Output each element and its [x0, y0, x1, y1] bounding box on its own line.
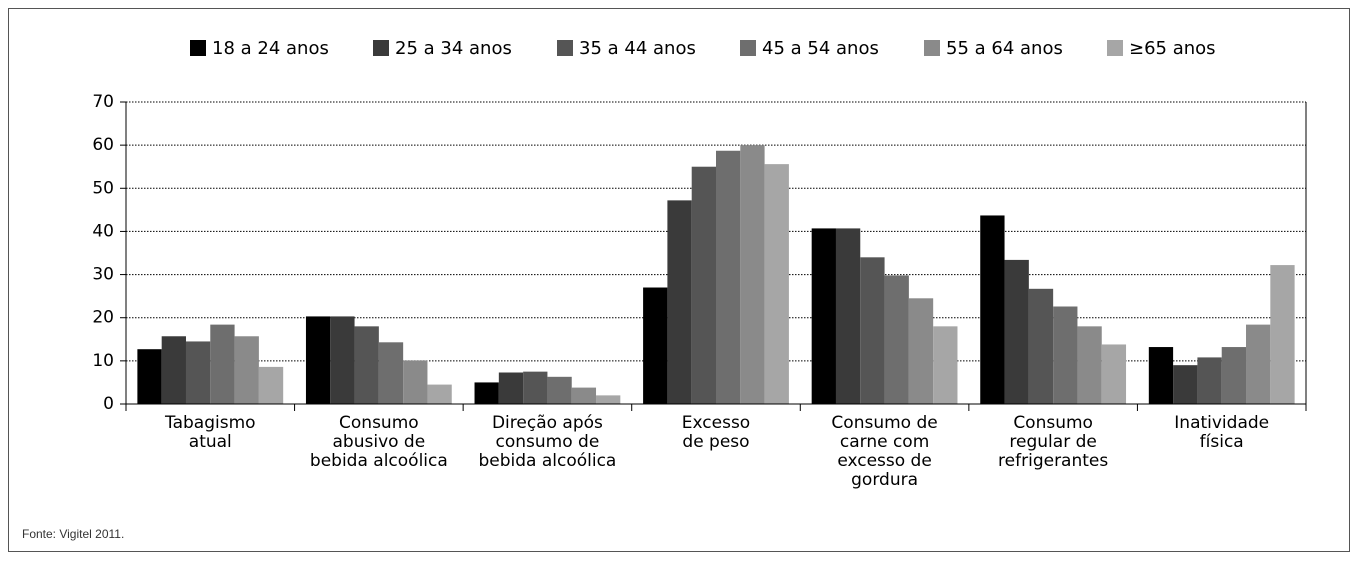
bar	[860, 257, 885, 404]
bar	[884, 275, 909, 404]
y-tick-label: 20	[92, 308, 114, 328]
bar	[427, 384, 452, 404]
x-tick-label: Inatividade	[1174, 413, 1269, 433]
legend-swatch	[557, 40, 573, 56]
bar	[596, 395, 621, 404]
bar	[403, 360, 428, 404]
legend-label: 55 a 64 anos	[946, 38, 1063, 59]
x-tick-label: bebida alcoólica	[310, 451, 448, 471]
y-tick-label: 0	[103, 394, 114, 414]
bar	[1053, 306, 1078, 404]
legend-label: ≥65 anos	[1129, 38, 1216, 59]
bar	[811, 228, 836, 404]
bar	[234, 336, 259, 404]
bar	[210, 324, 235, 404]
x-tick-label: Tabagismo	[164, 413, 256, 433]
y-tick-label: 10	[92, 351, 114, 371]
bar	[330, 316, 355, 404]
bar	[908, 298, 934, 404]
x-tick-label: Excesso	[682, 413, 750, 433]
bar	[1197, 357, 1222, 404]
x-tick-label: gordura	[851, 470, 918, 490]
x-tick-label: Direção após	[492, 413, 603, 433]
bar	[1004, 259, 1029, 404]
legend-label: 18 a 24 anos	[212, 38, 329, 59]
x-tick-label: Consumo de	[831, 413, 937, 433]
y-tick-label: 60	[92, 135, 114, 155]
x-tick-label: de peso	[682, 432, 749, 452]
x-tick-label: atual	[189, 432, 232, 452]
bar	[161, 336, 186, 404]
bar	[1148, 347, 1174, 404]
legend-swatch	[740, 40, 756, 56]
legend-swatch	[924, 40, 940, 56]
x-tick-label: bebida alcoólica	[478, 451, 616, 471]
bar	[571, 387, 597, 404]
bar	[523, 371, 548, 404]
bar	[474, 382, 499, 404]
bar	[933, 326, 958, 404]
x-tick-label: Consumo	[1013, 413, 1093, 433]
bar	[1077, 326, 1102, 404]
x-tick-label: carne com	[840, 432, 929, 452]
x-tick-label: física	[1200, 432, 1244, 452]
bar	[1270, 265, 1295, 404]
legend-label: 25 a 34 anos	[395, 38, 512, 59]
x-tick-label: refrigerantes	[998, 451, 1108, 471]
bar	[547, 376, 572, 404]
bar	[498, 372, 524, 404]
y-tick-label: 70	[92, 92, 114, 112]
bar	[1028, 288, 1054, 404]
bar	[740, 145, 765, 404]
x-tick-label: regular de	[1009, 432, 1096, 452]
bar	[1101, 344, 1127, 404]
bar	[1246, 324, 1271, 404]
y-tick-label: 50	[92, 178, 114, 198]
bar	[691, 166, 716, 404]
legend-label: 35 a 44 anos	[579, 38, 696, 59]
x-tick-label: Consumo	[339, 413, 419, 433]
legend-swatch	[190, 40, 206, 56]
bar	[1221, 347, 1247, 404]
bar	[643, 287, 668, 404]
bar	[354, 326, 379, 404]
bar	[667, 200, 692, 404]
bar	[1173, 365, 1198, 404]
x-tick-label: consumo de	[496, 432, 600, 452]
legend-swatch	[1107, 40, 1123, 56]
bar	[378, 342, 404, 404]
bar	[258, 366, 284, 404]
x-tick-label: excesso de	[837, 451, 932, 471]
bar	[835, 228, 861, 404]
legend-label: 45 a 54 anos	[762, 38, 879, 59]
bar	[137, 349, 162, 404]
y-tick-label: 30	[92, 265, 114, 285]
bar	[716, 150, 741, 404]
y-tick-label: 40	[92, 221, 114, 241]
bar	[980, 215, 1005, 404]
source-note: Fonte: Vigitel 2011.	[22, 527, 124, 541]
frame	[8, 8, 1350, 552]
x-tick-label: abusivo de	[333, 432, 426, 452]
bar	[185, 341, 211, 404]
bar	[764, 164, 789, 404]
bar	[305, 316, 331, 404]
legend-swatch	[373, 40, 389, 56]
